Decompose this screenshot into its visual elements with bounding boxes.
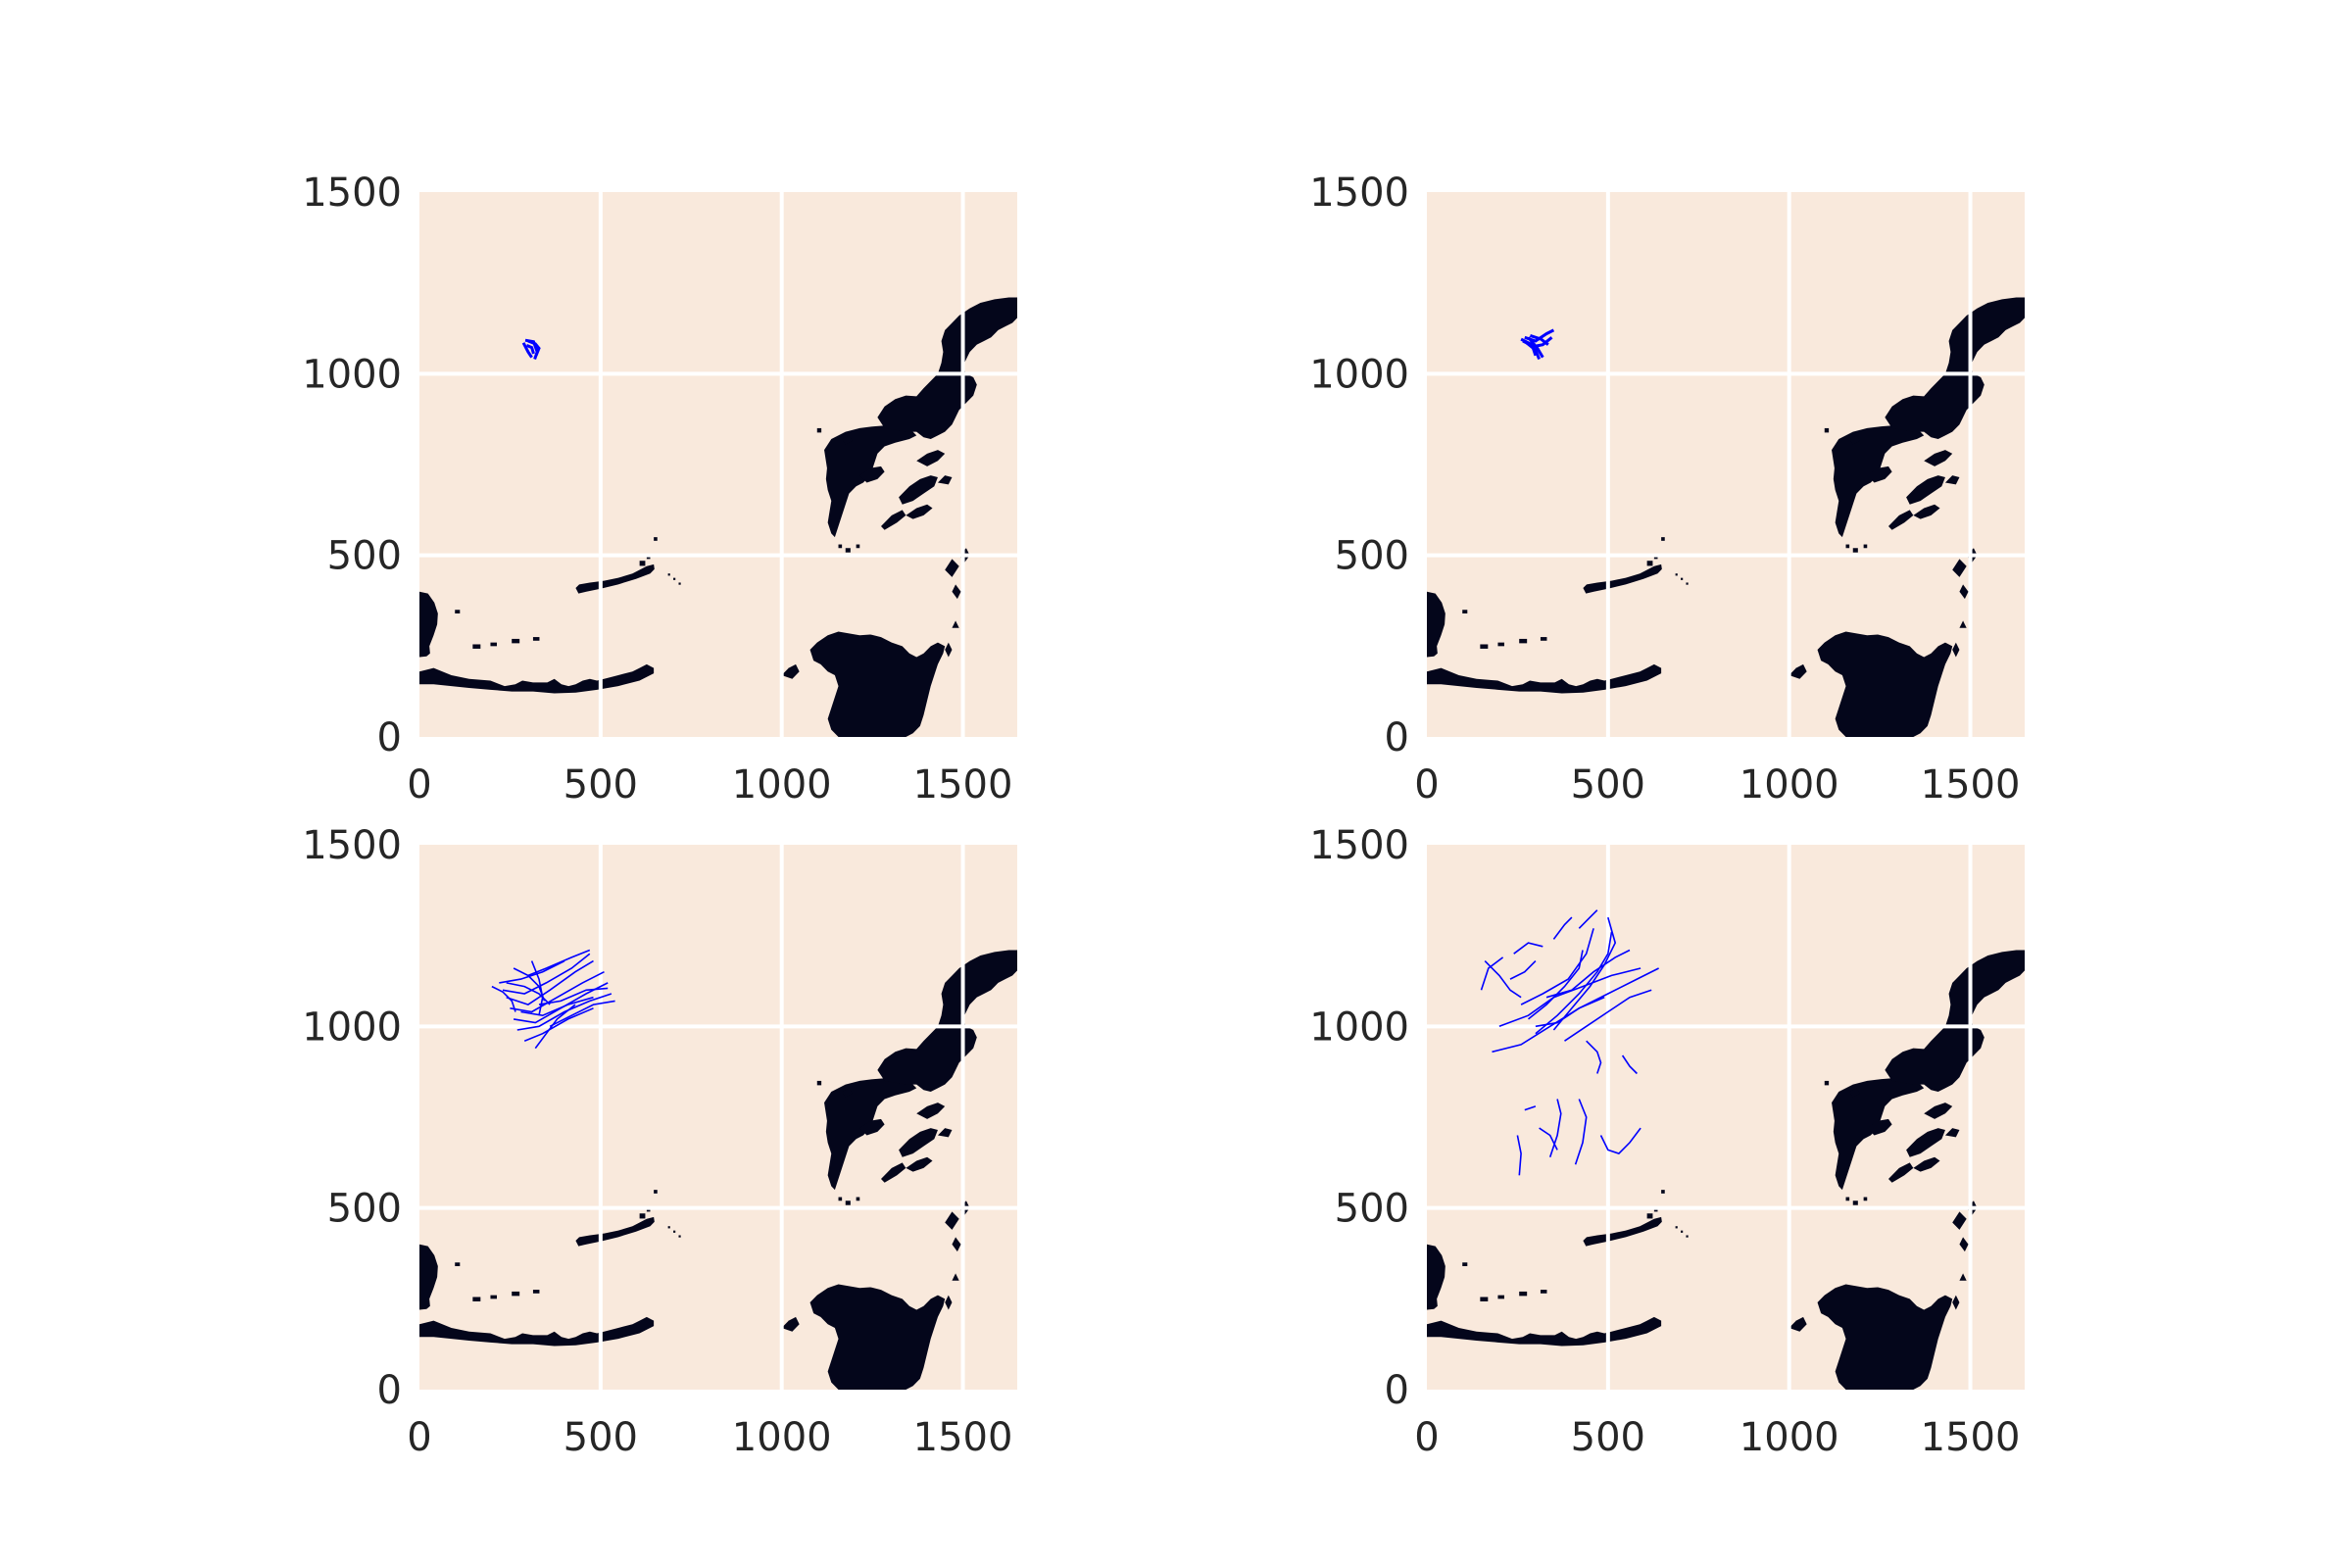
track-line	[538, 987, 609, 1005]
track-line	[527, 949, 591, 977]
track-line	[1529, 333, 1549, 346]
track-line	[1528, 950, 1584, 1020]
track-line	[1539, 1127, 1558, 1151]
panel-bottom-left: 0 500 1000 1500 0 500 1000 1500	[302, 823, 1017, 1460]
x-tick-label: 500	[1571, 1415, 1645, 1460]
track-line	[549, 1000, 615, 1028]
track-line	[1520, 928, 1594, 1005]
y-tick-label: 0	[377, 715, 402, 760]
x-tick-label: 0	[1414, 1415, 1439, 1460]
drift-tracks	[1480, 909, 1659, 1176]
y-tick-label: 1500	[302, 171, 402, 216]
x-tick-label: 500	[564, 762, 638, 808]
y-tick-label: 1500	[1309, 823, 1409, 868]
panel-top-left: 0 500 1000 1500 0 500 1000 1500	[302, 171, 1017, 808]
track-line	[1552, 916, 1573, 940]
x-tick-label: 0	[407, 762, 431, 808]
track-line	[523, 1007, 594, 1042]
y-tick-label: 500	[327, 534, 402, 579]
y-tick-label: 1500	[1309, 171, 1409, 216]
track-line	[534, 1004, 576, 1050]
track-line	[1480, 956, 1504, 991]
y-tick-label: 0	[377, 1368, 402, 1413]
track-line	[491, 985, 516, 1012]
plot-background	[1427, 845, 2025, 1390]
x-tick-label: 1000	[1740, 1415, 1839, 1460]
x-tick-label: 500	[564, 1415, 638, 1460]
track-line	[1524, 1105, 1537, 1111]
track-line	[521, 342, 533, 359]
track-line	[1586, 1040, 1602, 1074]
panel-top-right: 0 500 1000 1500 0 500 1000 1500	[1309, 171, 2025, 808]
track-line	[1535, 931, 1613, 1035]
y-tick-label: 500	[327, 1187, 402, 1232]
track-line	[516, 993, 612, 1031]
track-line	[525, 344, 535, 355]
track-line	[1599, 1127, 1642, 1155]
x-tick-label: 500	[1571, 762, 1645, 808]
x-tick-label: 1000	[732, 1415, 832, 1460]
track-line	[1527, 336, 1544, 359]
y-tick-label: 500	[1335, 534, 1409, 579]
y-tick-label: 1000	[302, 1004, 402, 1050]
y-tick-label: 1500	[302, 823, 402, 868]
track-line	[1574, 1099, 1588, 1165]
x-tick-label: 1000	[732, 762, 832, 808]
y-tick-label: 1000	[1309, 1004, 1409, 1050]
x-tick-label: 1500	[913, 1415, 1013, 1460]
track-line	[1516, 1135, 1522, 1176]
y-tick-label: 0	[1385, 1368, 1409, 1413]
plot-background	[419, 192, 1017, 737]
drift-tracks	[491, 949, 615, 1050]
x-tick-label: 1500	[1921, 1415, 2021, 1460]
plot-background	[1427, 192, 2025, 737]
track-line	[1621, 1054, 1638, 1075]
y-tick-label: 1000	[1309, 352, 1409, 397]
track-line	[1513, 942, 1544, 955]
track-line	[520, 996, 594, 1017]
track-line	[1525, 341, 1541, 361]
y-tick-label: 500	[1335, 1187, 1409, 1232]
panel-bottom-right: 0 500 1000 1500 0 500 1000 1500	[1309, 823, 2025, 1460]
track-line	[1564, 989, 1652, 1042]
x-tick-label: 1500	[1921, 762, 2021, 808]
track-line	[506, 982, 551, 1005]
x-tick-label: 0	[1414, 762, 1439, 808]
plot-background	[419, 845, 1017, 1390]
track-line	[1484, 960, 1522, 999]
drift-tracks	[521, 338, 541, 360]
track-line	[502, 953, 591, 995]
track-line	[1578, 909, 1598, 929]
y-tick-label: 0	[1385, 715, 1409, 760]
drift-tracks	[1520, 328, 1555, 361]
track-line	[499, 959, 565, 984]
track-line	[1545, 949, 1631, 999]
track-line	[530, 960, 544, 1016]
x-tick-label: 1000	[1740, 762, 1839, 808]
y-tick-label: 1000	[302, 352, 402, 397]
track-line	[510, 970, 605, 1013]
x-tick-label: 1500	[913, 762, 1013, 808]
track-line	[527, 339, 541, 357]
track-line	[1552, 916, 1617, 1031]
track-line	[1509, 960, 1537, 980]
track-line	[1548, 1099, 1562, 1158]
track-line	[1535, 996, 1605, 1028]
x-tick-label: 0	[407, 1415, 431, 1460]
track-line	[506, 959, 594, 1005]
